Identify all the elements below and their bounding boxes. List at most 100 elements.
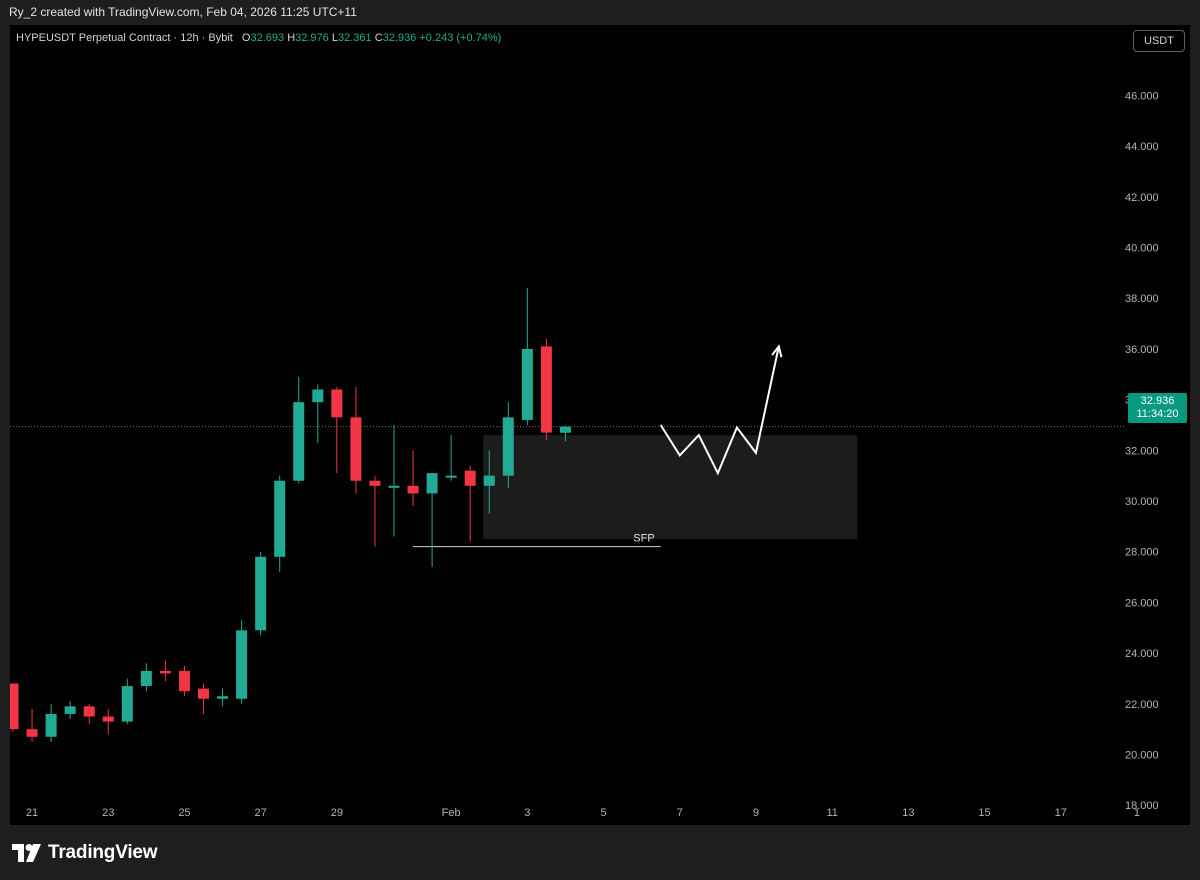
candle: [445, 435, 457, 481]
projection-path: [659, 346, 780, 476]
candle-body: [483, 475, 495, 486]
candle: [217, 688, 229, 707]
created-by-text: Ry_2 created with TradingView.com, Feb 0…: [9, 5, 357, 19]
candle: [140, 663, 152, 692]
x-tick-label: 1: [1134, 807, 1140, 819]
chart-frame[interactable]: SFP 46.000 44.000 42.000 40.000 38.000 36.000 3…: [10, 25, 1190, 825]
candle-body: [198, 688, 209, 699]
candle: [502, 402, 514, 489]
candle: [331, 386, 343, 474]
candle: [255, 551, 267, 636]
x-tick-label: 23: [102, 807, 114, 819]
x-tick-label: 15: [978, 807, 990, 819]
x-tick-label: 5: [600, 807, 606, 819]
candle: [26, 708, 38, 742]
legend-open-label: O: [241, 32, 251, 44]
candle: [178, 665, 190, 697]
candle-body: [10, 683, 19, 730]
x-tick-label: Feb: [442, 807, 461, 819]
candle-body: [312, 389, 324, 403]
candle: [426, 473, 438, 567]
candle-body: [521, 348, 533, 420]
candle: [521, 288, 533, 425]
x-tick-label: 21: [26, 807, 38, 819]
last-price-tag: 32.936 11:34:20: [1128, 393, 1187, 423]
candle: [45, 703, 57, 742]
candle: [540, 338, 552, 441]
candle: [464, 465, 476, 542]
y-tick-label: 44.000: [1125, 141, 1159, 153]
candle-body: [350, 417, 362, 481]
last-price-value: 32.936: [1140, 395, 1175, 407]
x-tick-label: 17: [1055, 807, 1067, 819]
x-tick-label: 11: [826, 807, 837, 819]
y-tick-label: 42.000: [1125, 192, 1159, 204]
candle-body: [159, 670, 171, 674]
candle-body: [178, 670, 190, 692]
legend-high-value: 32.976: [295, 32, 329, 44]
supply-demand-zone: [483, 435, 858, 540]
legend-change: +0.243 (+0.74%): [419, 32, 502, 44]
tradingview-logo-text: TradingView: [48, 842, 158, 863]
x-tick-label: 7: [677, 807, 683, 819]
candle-body: [83, 706, 95, 717]
y-tick-label: 26.000: [1125, 597, 1159, 609]
candle-body: [369, 480, 381, 486]
footer: TradingView: [0, 825, 1200, 880]
candle-body: [274, 480, 286, 557]
candle: [102, 708, 114, 735]
candle: [236, 620, 248, 704]
candle-body: [407, 485, 419, 494]
candle: [407, 450, 419, 507]
symbol-legend: HYPEUSDT Perpetual Contract · 12h · Bybi…: [16, 32, 501, 44]
legend-low-label: L: [331, 32, 338, 44]
legend-high-label: H: [287, 32, 296, 44]
y-tick-label: 30.000: [1125, 496, 1159, 508]
x-tick-label: 27: [255, 807, 267, 819]
y-tick-label: 36.000: [1125, 344, 1159, 356]
y-tick-label: 28.000: [1125, 547, 1159, 559]
x-tick-label: 29: [331, 807, 343, 819]
legend-open-value: 32.693: [250, 32, 285, 44]
candle-body: [464, 470, 476, 486]
candle-body: [121, 686, 133, 722]
tradingview-logo-icon: [12, 844, 41, 862]
projection-arrowhead: [771, 344, 783, 358]
candle: [559, 425, 571, 442]
candle-body: [45, 713, 57, 737]
candle: [10, 683, 19, 732]
y-tick-label: 38.000: [1125, 293, 1159, 305]
x-tick-label: 9: [753, 807, 759, 819]
candle-body: [26, 729, 38, 737]
candle: [198, 683, 209, 714]
candle-body: [64, 706, 76, 714]
candle: [293, 376, 305, 484]
x-tick-label: 25: [178, 807, 190, 819]
candle-body: [540, 346, 552, 433]
legend-symbol: HYPEUSDT Perpetual Contract · 12h · Bybi…: [16, 32, 233, 44]
candle-body: [102, 716, 114, 722]
candle-body: [217, 696, 229, 699]
candle: [64, 701, 76, 720]
y-tick-label: 46.000: [1125, 90, 1159, 102]
candle-body: [388, 485, 400, 488]
y-tick-label: 18.000: [1125, 800, 1159, 812]
tradingview-logo[interactable]: TradingView: [12, 842, 158, 864]
candlestick-chart[interactable]: SFP 46.000 44.000 42.000 40.000 38.000 36.000 3…: [10, 25, 1190, 825]
candle-body: [331, 389, 343, 418]
legend-close-value: 32.936: [382, 32, 417, 44]
candle-body: [293, 402, 305, 481]
candle-body: [502, 417, 514, 476]
bar-countdown: 11:34:20: [1136, 408, 1179, 420]
candle-body: [140, 670, 152, 687]
candle-body: [559, 426, 571, 433]
candle-body: [255, 556, 267, 631]
watermark-header: Ry_2 created with TradingView.com, Feb 0…: [0, 0, 1200, 25]
candle: [350, 386, 362, 494]
currency-button[interactable]: USDT: [1133, 30, 1185, 52]
candle: [483, 450, 495, 514]
candle-body: [445, 475, 457, 478]
x-tick-label: 3: [524, 807, 530, 819]
legend-close-label: C: [374, 32, 383, 44]
candle: [121, 678, 133, 725]
